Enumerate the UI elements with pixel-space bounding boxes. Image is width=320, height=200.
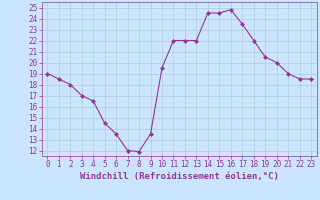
X-axis label: Windchill (Refroidissement éolien,°C): Windchill (Refroidissement éolien,°C)	[80, 172, 279, 181]
